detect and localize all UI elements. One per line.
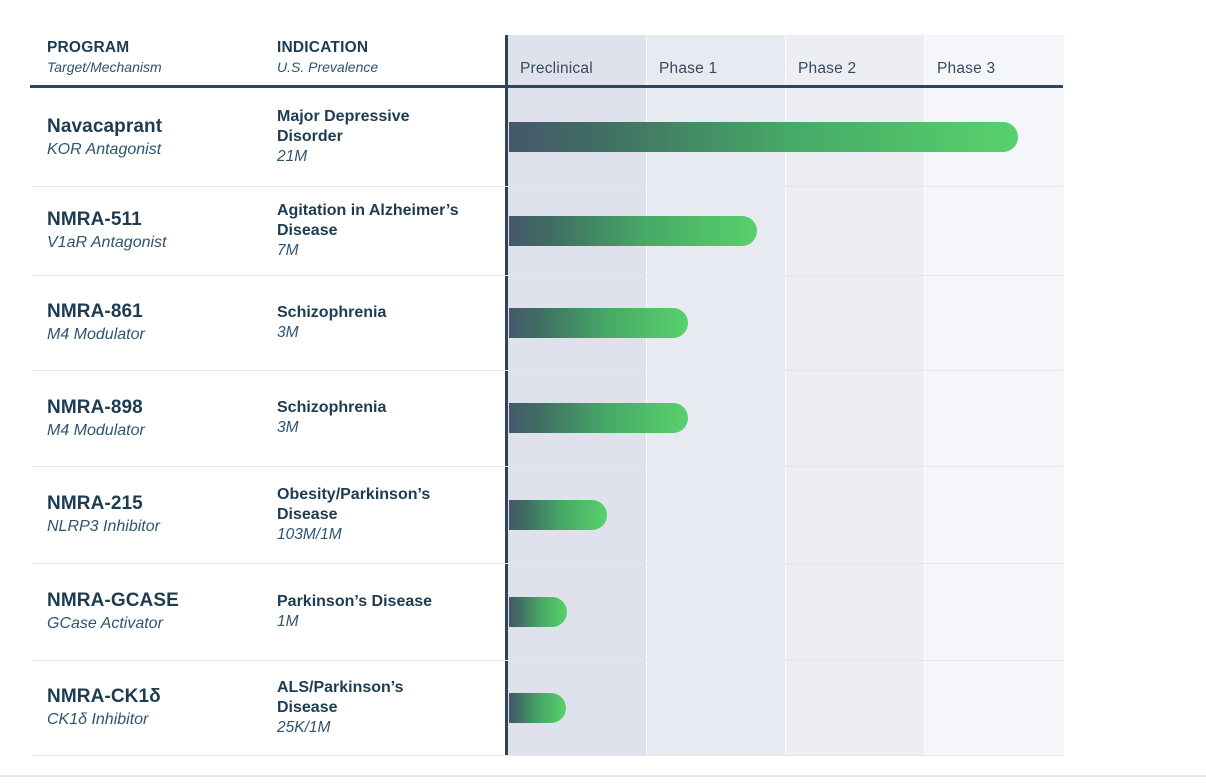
indication-prevalence: 25K/1M — [277, 718, 331, 736]
program-name: NMRA-CK1δ — [47, 686, 161, 707]
pipeline-row-nmra-ck1d: NMRA-CK1δ CK1δ Inhibitor ALS/Parkinson’s… — [0, 660, 1206, 756]
indication-header-label: INDICATION — [277, 39, 369, 56]
progress-bar — [509, 596, 567, 627]
program-cell: NMRA-CK1δ CK1δ Inhibitor — [47, 660, 265, 755]
indication-cell: Major Depressive Disorder 21M — [277, 88, 459, 186]
indication-prevalence: 103M/1M — [277, 525, 342, 543]
program-cell: NMRA-898 M4 Modulator — [47, 370, 265, 466]
progress-bar — [509, 499, 607, 530]
indication-name: Agitation in Alzheimer’s Disease — [277, 201, 459, 239]
program-name: NMRA-215 — [47, 493, 143, 514]
column-band-phase1: Phase 1 — [646, 35, 786, 755]
phase-label-phase1: Phase 1 — [659, 60, 718, 77]
program-header-label: PROGRAM — [47, 39, 130, 56]
indication-name: ALS/Parkinson’s Disease — [277, 678, 404, 716]
indication-prevalence: 3M — [277, 419, 299, 436]
pipeline-row-nmra-215: NMRA-215 NLRP3 Inhibitor Obesity/Parkins… — [0, 466, 1206, 564]
pipeline-row-nmra-861: NMRA-861 M4 Modulator Schizophrenia 3M — [0, 275, 1206, 371]
pipeline-row-navacaprant: Navacaprant KOR Antagonist Major Depress… — [0, 88, 1206, 187]
program-mechanism: GCase Activator — [47, 615, 163, 632]
program-cell: NMRA-GCASE GCase Activator — [47, 563, 265, 660]
progress-bar — [509, 122, 1018, 152]
pipeline-row-nmra-511: NMRA-511 V1aR Antagonist Agitation in Al… — [0, 186, 1206, 276]
progress-bar — [509, 403, 688, 433]
program-mechanism: KOR Antagonist — [47, 140, 162, 158]
program-name: NMRA-898 — [47, 396, 143, 418]
program-cell: NMRA-861 M4 Modulator — [47, 275, 265, 370]
column-band-phase2: Phase 2 — [785, 35, 925, 755]
indication-cell: Schizophrenia 3M — [277, 370, 459, 466]
column-band-phase3: Phase 3 — [924, 35, 1064, 755]
program-cell: NMRA-215 NLRP3 Inhibitor — [47, 466, 265, 563]
indication-prevalence: 1M — [277, 612, 299, 630]
program-name: NMRA-GCASE — [47, 590, 179, 611]
program-header-sublabel: Target/Mechanism — [47, 59, 162, 75]
pipeline-row-nmra-898: NMRA-898 M4 Modulator Schizophrenia 3M — [0, 370, 1206, 467]
program-cell: NMRA-511 V1aR Antagonist — [47, 186, 265, 275]
indication-name: Schizophrenia — [277, 399, 387, 416]
indication-name: Parkinson’s Disease — [277, 592, 433, 610]
indication-cell: Agitation in Alzheimer’s Disease 7M — [277, 186, 459, 275]
page-bottom-divider — [0, 775, 1206, 777]
indication-header-sublabel: U.S. Prevalence — [277, 59, 379, 75]
indication-prevalence: 7M — [277, 241, 299, 259]
program-mechanism: V1aR Antagonist — [47, 234, 167, 251]
phase-label-preclinical: Preclinical — [520, 60, 593, 77]
program-mechanism: M4 Modulator — [47, 326, 145, 343]
column-band-preclinical: Preclinical — [508, 35, 646, 755]
phase-label-phase3: Phase 3 — [937, 60, 996, 77]
program-cell: Navacaprant KOR Antagonist — [47, 88, 265, 186]
phase-label-phase2: Phase 2 — [798, 60, 857, 77]
program-name: NMRA-861 — [47, 301, 143, 322]
indication-prevalence: 3M — [277, 323, 299, 341]
progress-bar — [509, 307, 688, 338]
program-column-header: PROGRAM Target/Mechanism — [47, 38, 162, 76]
program-mechanism: M4 Modulator — [47, 421, 145, 439]
indication-name: Major Depressive Disorder — [277, 108, 410, 145]
indication-prevalence: 21M — [277, 148, 308, 165]
chart-left-axis-line — [505, 35, 508, 755]
indication-name: Obesity/Parkinson’s Disease — [277, 485, 431, 523]
indication-cell: Obesity/Parkinson’s Disease 103M/1M — [277, 466, 459, 563]
progress-bar — [509, 215, 757, 246]
indication-column-header: INDICATION U.S. Prevalence — [277, 38, 378, 76]
progress-bar — [509, 692, 566, 723]
indication-cell: Parkinson’s Disease 1M — [277, 563, 459, 660]
indication-name: Schizophrenia — [277, 303, 387, 321]
indication-cell: ALS/Parkinson’s Disease 25K/1M — [277, 660, 459, 755]
program-name: NMRA-511 — [47, 209, 142, 230]
program-name: Navacaprant — [47, 115, 163, 137]
pipeline-row-nmra-gcase: NMRA-GCASE GCase Activator Parkinson’s D… — [0, 563, 1206, 661]
indication-cell: Schizophrenia 3M — [277, 275, 459, 370]
header-divider-line — [30, 85, 1063, 88]
program-mechanism: CK1δ Inhibitor — [47, 711, 149, 728]
program-mechanism: NLRP3 Inhibitor — [47, 518, 160, 535]
